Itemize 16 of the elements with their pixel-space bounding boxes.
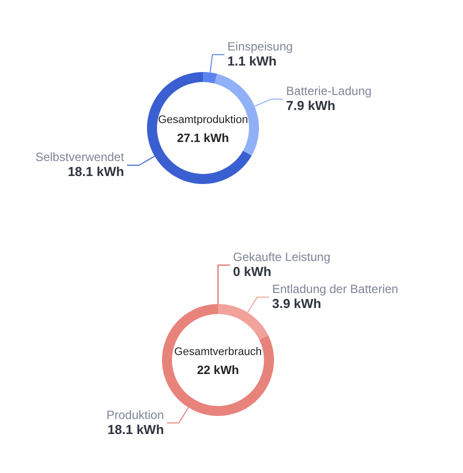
data-label: 7.9 kWh [286, 98, 336, 114]
data-label: 18.1 kWh [108, 422, 164, 437]
text: 27.1 kWh [176, 131, 230, 145]
slice-label: Einspeisung [227, 40, 293, 54]
category-label: Gekaufte Leistung [233, 250, 330, 264]
data-label: 18.1 kWh [68, 164, 124, 180]
slice-label: Entladung der Batterien [272, 282, 398, 296]
text: 0 kWh [233, 264, 272, 280]
slice-label: Selbstverwendet [35, 150, 125, 164]
text: 22 kWh [196, 363, 240, 377]
data-label: 1.1 kWh [227, 54, 277, 69]
data-label: 3.9 kWh [272, 296, 322, 312]
text: Gesamtproduktion [158, 114, 248, 126]
slice-label: Batterie-Ladung [286, 84, 372, 98]
text: Gesamtverbrauch [174, 346, 262, 358]
slice-label: Produktion [106, 408, 164, 422]
